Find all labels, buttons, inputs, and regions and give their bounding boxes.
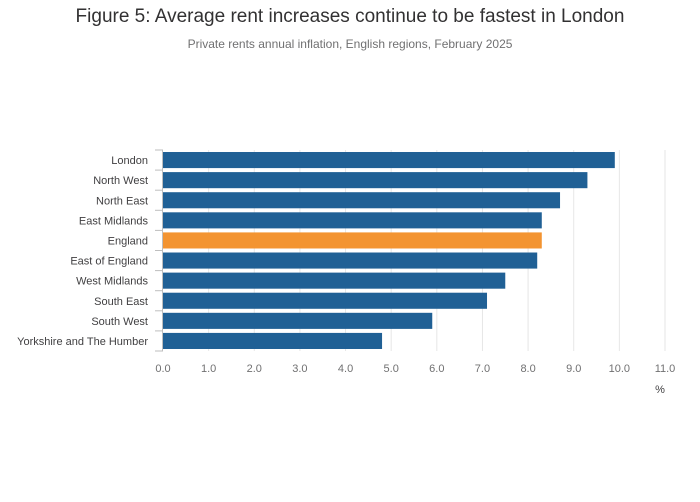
category-label: North West (93, 175, 148, 187)
category-label: South West (91, 316, 148, 328)
bar-north-east (163, 192, 561, 209)
category-label: South East (94, 296, 148, 308)
category-label: West Midlands (76, 276, 148, 288)
category-label: East Midlands (79, 215, 149, 227)
x-tick-label: 8.0 (520, 363, 535, 375)
bar-west-midlands (163, 272, 506, 289)
x-tick-label: 6.0 (429, 363, 444, 375)
chart-title: Figure 5: Average rent increases continu… (75, 6, 625, 27)
bar-south-west (163, 312, 433, 329)
bar-london (163, 152, 615, 169)
category-labels: London North West North East East Midlands E… (17, 155, 148, 348)
x-tick-label: 9.0 (566, 363, 581, 375)
bar-england (163, 232, 542, 249)
y-axis (155, 149, 163, 352)
category-label: England (108, 235, 148, 247)
bar-yorkshire-and-the-humber (163, 332, 383, 349)
bar-east-midlands (163, 212, 542, 229)
x-tick-label: 1.0 (201, 363, 216, 375)
chart-subtitle: Private rents annual inflation, English … (187, 37, 513, 51)
x-tick-label: 3.0 (292, 363, 307, 375)
x-tick-label: 2.0 (247, 363, 262, 375)
x-tick-label: 10.0 (609, 363, 630, 375)
x-tick-labels: 0.0 1.0 2.0 3.0 4.0 5.0 6.0 7.0 8.0 9.0 10.0 11.0 (155, 363, 675, 375)
x-tick-label: 5.0 (384, 363, 399, 375)
category-label: London (111, 155, 148, 167)
x-tick-label: 7.0 (475, 363, 490, 375)
bar-south-east (163, 292, 488, 309)
bars (163, 152, 615, 349)
category-label: East of England (70, 256, 148, 268)
x-axis-unit-label: % (655, 384, 665, 396)
x-tick-label: 11.0 (655, 363, 676, 375)
category-label: North East (96, 195, 148, 207)
bar-east-of-england (163, 252, 538, 269)
x-tick-label: 0.0 (155, 363, 170, 375)
category-label: Yorkshire and The Humber (17, 336, 148, 348)
x-tick-label: 4.0 (338, 363, 353, 375)
bar-north-west (163, 172, 588, 189)
